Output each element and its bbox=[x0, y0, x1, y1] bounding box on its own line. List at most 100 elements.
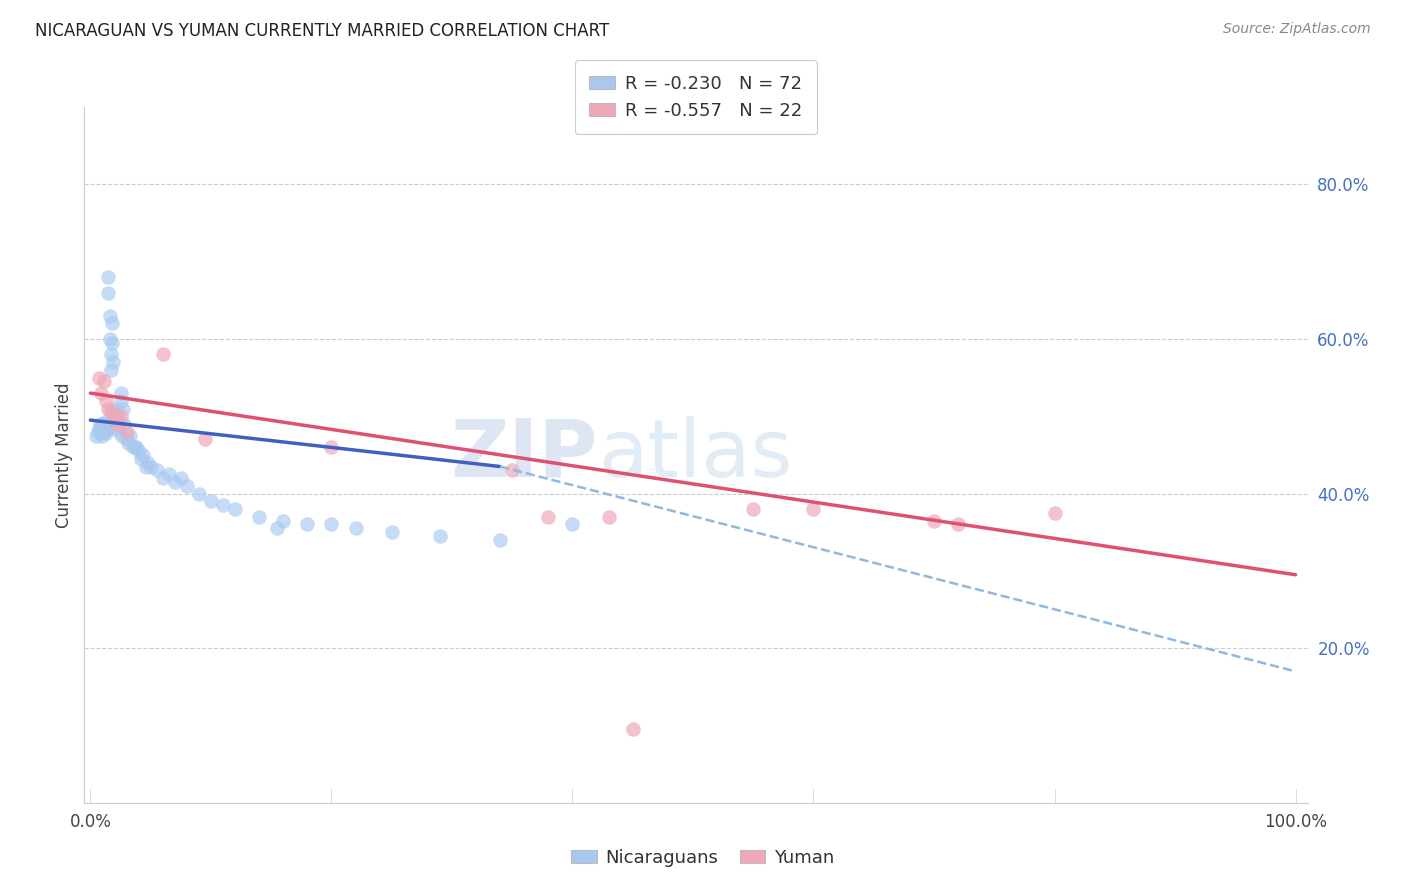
Point bbox=[104, 401, 127, 416]
Point bbox=[136, 456, 159, 470]
Point bbox=[922, 514, 945, 528]
Point bbox=[200, 494, 222, 508]
Point bbox=[489, 533, 512, 547]
Point bbox=[96, 422, 118, 436]
Point bbox=[110, 393, 132, 408]
Point bbox=[96, 417, 118, 431]
Point bbox=[91, 428, 114, 442]
Point bbox=[103, 409, 125, 424]
Y-axis label: Currently Married: Currently Married bbox=[55, 382, 73, 528]
Point bbox=[87, 421, 110, 435]
Point bbox=[93, 375, 115, 389]
Point bbox=[105, 413, 128, 427]
Point bbox=[381, 525, 404, 540]
Point bbox=[115, 433, 138, 447]
Point bbox=[100, 363, 122, 377]
Point bbox=[108, 425, 131, 439]
Point bbox=[101, 335, 124, 350]
Point bbox=[247, 509, 270, 524]
Point bbox=[97, 401, 120, 416]
Point bbox=[97, 285, 120, 300]
Point bbox=[101, 317, 124, 331]
Point bbox=[212, 498, 235, 512]
Point bbox=[110, 409, 132, 424]
Point bbox=[742, 502, 765, 516]
Point bbox=[107, 417, 129, 431]
Point bbox=[103, 355, 125, 369]
Point bbox=[110, 386, 132, 401]
Point bbox=[112, 417, 135, 431]
Point bbox=[152, 471, 174, 485]
Point bbox=[93, 417, 115, 431]
Point bbox=[135, 459, 157, 474]
Point bbox=[94, 426, 117, 441]
Point bbox=[87, 370, 110, 384]
Legend: Nicaraguans, Yuman: Nicaraguans, Yuman bbox=[564, 842, 842, 874]
Point bbox=[321, 517, 343, 532]
Point bbox=[1043, 506, 1066, 520]
Point bbox=[98, 309, 121, 323]
Point bbox=[94, 420, 117, 434]
Point bbox=[224, 502, 246, 516]
Point bbox=[90, 421, 112, 435]
Point bbox=[100, 347, 122, 361]
Point bbox=[125, 440, 148, 454]
Point bbox=[117, 436, 139, 450]
Legend: R = -0.230   N = 72, R = -0.557   N = 22: R = -0.230 N = 72, R = -0.557 N = 22 bbox=[575, 61, 817, 135]
Point bbox=[97, 270, 120, 285]
Point bbox=[537, 509, 560, 524]
Point bbox=[86, 425, 108, 439]
Point bbox=[152, 347, 174, 361]
Point bbox=[129, 451, 152, 466]
Point bbox=[266, 521, 288, 535]
Point bbox=[105, 409, 128, 424]
Point bbox=[132, 448, 155, 462]
Point bbox=[271, 514, 294, 528]
Point bbox=[344, 521, 367, 535]
Point bbox=[145, 463, 167, 477]
Point bbox=[111, 401, 134, 416]
Point bbox=[163, 475, 186, 489]
Point bbox=[89, 417, 111, 431]
Point bbox=[297, 517, 319, 532]
Point bbox=[120, 428, 142, 442]
Point bbox=[194, 433, 217, 447]
Point bbox=[111, 428, 134, 442]
Point bbox=[124, 440, 146, 454]
Text: ZIP: ZIP bbox=[451, 416, 598, 494]
Point bbox=[105, 417, 128, 431]
Point bbox=[139, 459, 162, 474]
Point bbox=[128, 444, 150, 458]
Point bbox=[94, 418, 117, 433]
Point bbox=[94, 393, 117, 408]
Point bbox=[187, 486, 209, 500]
Point bbox=[100, 405, 122, 419]
Point bbox=[94, 416, 117, 430]
Text: atlas: atlas bbox=[598, 416, 793, 494]
Point bbox=[103, 413, 125, 427]
Point bbox=[115, 425, 138, 439]
Point bbox=[598, 509, 620, 524]
Point bbox=[621, 723, 644, 737]
Point bbox=[803, 502, 825, 516]
Point bbox=[946, 517, 969, 532]
Text: NICARAGUAN VS YUMAN CURRENTLY MARRIED CORRELATION CHART: NICARAGUAN VS YUMAN CURRENTLY MARRIED CO… bbox=[35, 22, 609, 40]
Point bbox=[121, 440, 143, 454]
Point bbox=[104, 405, 127, 419]
Point bbox=[429, 529, 451, 543]
Point bbox=[93, 421, 115, 435]
Point bbox=[176, 479, 198, 493]
Point bbox=[561, 517, 583, 532]
Point bbox=[86, 428, 108, 442]
Text: Source: ZipAtlas.com: Source: ZipAtlas.com bbox=[1223, 22, 1371, 37]
Point bbox=[98, 332, 121, 346]
Point bbox=[170, 471, 193, 485]
Point bbox=[91, 425, 114, 439]
Point bbox=[103, 409, 125, 424]
Point bbox=[157, 467, 180, 482]
Point bbox=[90, 386, 112, 401]
Point bbox=[107, 421, 129, 435]
Point bbox=[103, 405, 125, 419]
Point bbox=[501, 463, 523, 477]
Point bbox=[94, 423, 117, 437]
